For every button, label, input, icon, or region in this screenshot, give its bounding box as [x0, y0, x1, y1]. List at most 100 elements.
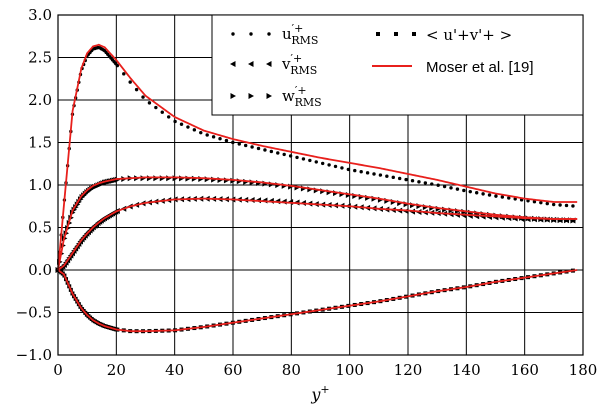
- x-tick-label: 120: [394, 361, 423, 379]
- series-squares: [56, 268, 575, 334]
- legend-label-sup: ′+: [295, 84, 307, 97]
- series-marker: [539, 200, 543, 205]
- series-marker: [507, 196, 511, 200]
- x-tick-label: 40: [165, 361, 184, 379]
- series-marker: [558, 203, 562, 207]
- legend-marker: [230, 93, 236, 99]
- series-marker: [243, 143, 248, 148]
- x-tick-label: 80: [282, 361, 301, 379]
- series-marker: [256, 146, 261, 151]
- series-marker: [231, 140, 235, 145]
- x-tick-label: 180: [569, 361, 598, 379]
- y-tick-label: 1.0: [28, 176, 52, 194]
- series-line: [57, 269, 578, 333]
- series-marker: [327, 163, 331, 167]
- x-tick-label: 0: [53, 361, 63, 379]
- series-marker: [487, 193, 492, 197]
- y-tick-label: −1.0: [16, 346, 52, 364]
- series-marker: [372, 172, 376, 176]
- series-marker: [346, 167, 351, 172]
- x-tick-label: 140: [452, 361, 481, 379]
- series-triangle-left: [55, 195, 576, 273]
- series-marker: [173, 119, 177, 124]
- series-marker: [115, 63, 120, 68]
- x-axis-label-sup: +: [320, 383, 329, 396]
- series-marker: [263, 148, 267, 152]
- series-marker: [353, 168, 357, 173]
- series-line: [57, 197, 578, 271]
- series-marker: [192, 128, 197, 132]
- legend-label: Moser et al. [19]: [426, 59, 534, 76]
- series-line: [57, 43, 578, 271]
- series-marker: [462, 188, 466, 193]
- series-marker: [134, 87, 139, 92]
- series-marker: [205, 133, 209, 137]
- series-marker: [481, 192, 485, 196]
- series-marker: [333, 164, 338, 169]
- series-marker: [468, 189, 472, 194]
- series-marker: [397, 176, 402, 181]
- legend-label-sup: ′+: [292, 22, 304, 35]
- series-marker: [269, 149, 274, 154]
- legend-label-sub: RMS: [291, 34, 318, 47]
- series-marker: [237, 142, 241, 146]
- series-marker: [545, 201, 549, 206]
- y-tick-label: 2.5: [28, 49, 52, 67]
- series-marker: [128, 80, 132, 84]
- legend-marker: [231, 32, 235, 36]
- x-axis-title: y+: [310, 383, 329, 404]
- series-marker: [160, 110, 164, 114]
- x-tick-label: 60: [223, 361, 242, 379]
- y-tick-label: 2.0: [28, 91, 52, 109]
- series-marker: [224, 138, 229, 143]
- legend-label: u′+ RMS: [282, 22, 318, 47]
- series-marker: [449, 186, 453, 190]
- legend-marker: [394, 32, 398, 36]
- series-marker: [295, 155, 299, 160]
- series-marker: [532, 200, 537, 204]
- series-marker: [378, 173, 383, 177]
- series-marker: [474, 191, 479, 195]
- series-marker: [430, 182, 434, 186]
- series-marker: [301, 157, 306, 161]
- series-line: [57, 269, 578, 333]
- series-marker: [340, 166, 344, 170]
- legend-marker: [376, 32, 380, 36]
- series-marker: [564, 203, 569, 208]
- y-tick-label: 0.5: [28, 219, 52, 237]
- series-marker: [436, 183, 440, 187]
- series-marker: [308, 158, 312, 163]
- series-marker: [423, 181, 428, 185]
- series-marker: [147, 101, 152, 105]
- legend-marker: [248, 93, 254, 99]
- legend-marker: [230, 61, 236, 67]
- y-tick-label: 0.0: [28, 261, 52, 279]
- series-marker: [211, 135, 216, 139]
- y-tick-label: 1.5: [28, 134, 52, 152]
- x-axis-label: y+: [310, 383, 329, 404]
- series-marker: [282, 152, 286, 157]
- series-marker: [276, 151, 280, 155]
- legend-marker: [249, 32, 253, 36]
- series-layer: [55, 43, 578, 334]
- series-line: [57, 176, 578, 271]
- series-marker: [500, 195, 505, 199]
- series-marker: [166, 115, 171, 119]
- series-marker: [365, 171, 370, 175]
- series-marker: [199, 130, 203, 135]
- series-marker: [288, 154, 293, 158]
- series-marker: [179, 122, 184, 126]
- series-marker: [186, 125, 190, 129]
- tick-layer: 0 20 40 60 80 100 120 140 160 180 −1.0 −0.5 0.0 0.5 1.…: [16, 6, 598, 379]
- series-marker: [442, 184, 447, 189]
- legend-marker: [412, 32, 416, 36]
- series-marker: [385, 174, 389, 178]
- x-tick-label: 160: [510, 361, 539, 379]
- series-marker: [320, 161, 325, 166]
- y-tick-label: −0.5: [16, 304, 52, 322]
- legend-marker: [266, 93, 272, 99]
- series-marker: [494, 194, 498, 198]
- series-marker: [551, 202, 556, 207]
- series-marker: [571, 204, 575, 208]
